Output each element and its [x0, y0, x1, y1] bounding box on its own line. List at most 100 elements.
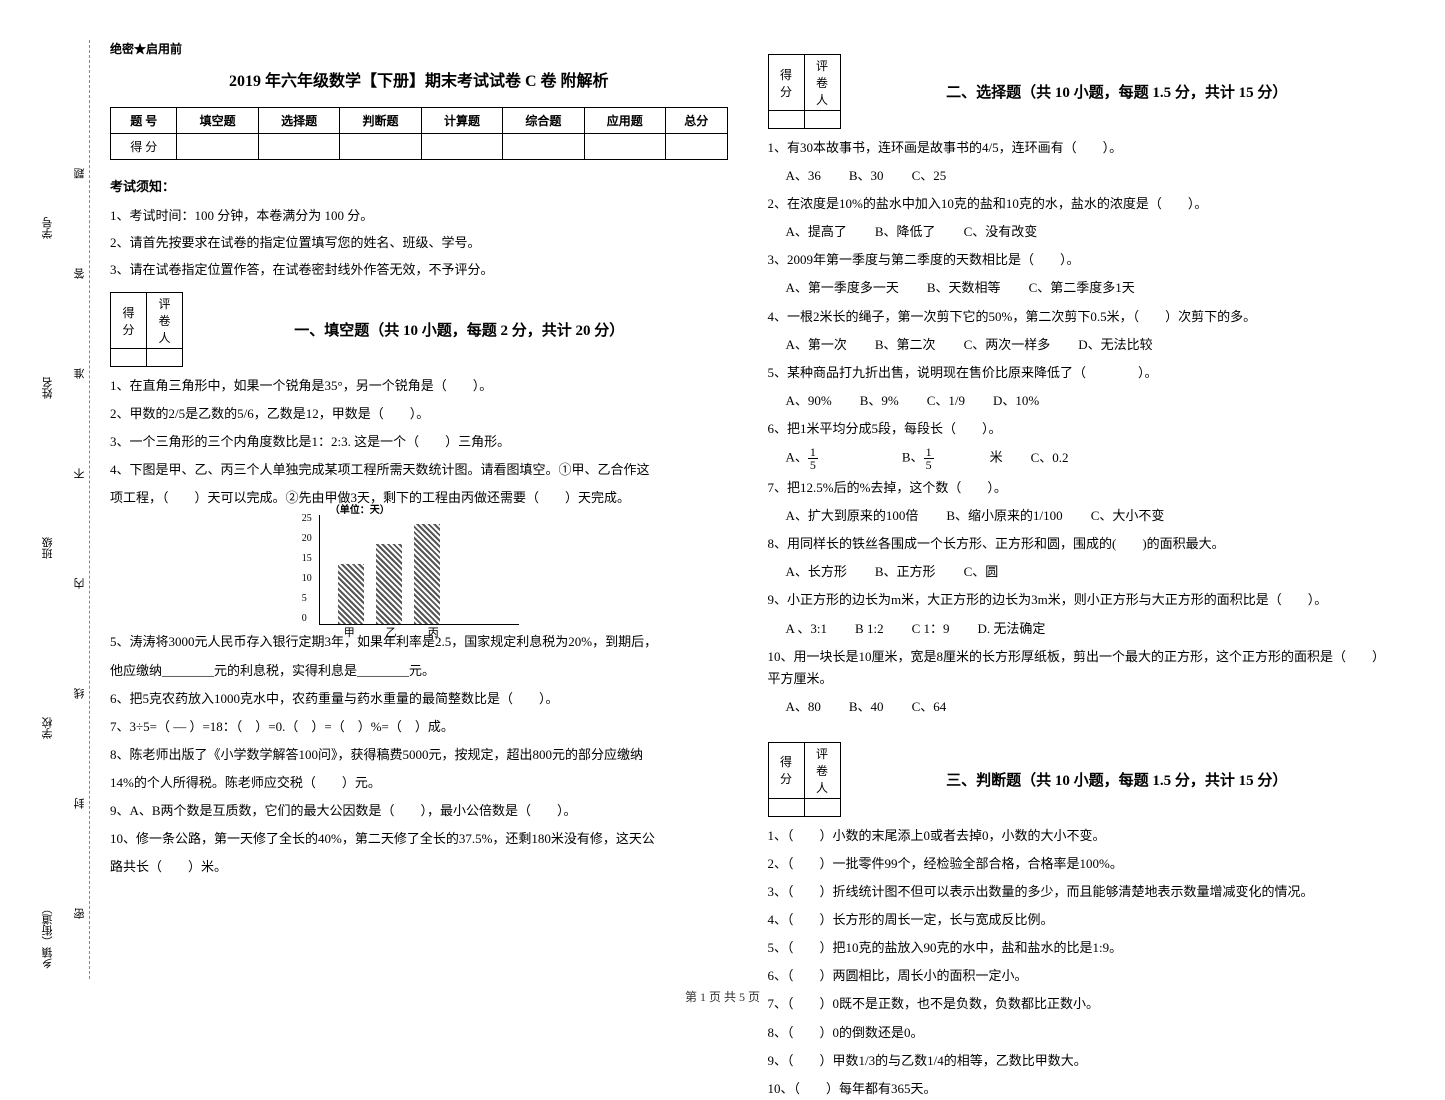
fill-q3: 3、一个三角形的三个内角度数比是1：2:3. 这是一个（ ）三角形。: [110, 431, 728, 453]
score-table: 题 号 填空题 选择题 判断题 计算题 综合题 应用题 总分 得 分: [110, 107, 728, 160]
judge-q: 5、（ ）把10克的盐放入90克的水中，盐和盐水的比是1:9。: [768, 937, 1386, 959]
choice-opts: A 、3:1B 1:2C 1：9D. 无法确定: [786, 618, 1386, 640]
fill-q10a: 10、修一条公路，第一天修了全长的40%，第二天修了全长的37.5%，还剩180…: [110, 828, 728, 850]
opt: A、长方形: [786, 561, 847, 583]
opt: B、天数相等: [927, 277, 1001, 299]
blank-cell[interactable]: [111, 349, 147, 367]
bar-label-2: 丙: [428, 624, 439, 640]
score-row-label: 得 分: [111, 134, 177, 160]
choice-q: 8、用同样长的铁丝各围成一个长方形、正方形和圆，围成的( )的面积最大。: [768, 533, 1386, 555]
choice-q: 9、小正方形的边长为m米，大正方形的边长为3m米，则小正方形与大正方形的面积比是…: [768, 589, 1386, 611]
notice-3: 3、请在试卷指定位置作答，在试卷密封线外作答无效，不予评分。: [110, 259, 728, 278]
opt: B、降低了: [875, 221, 936, 243]
dashed-word-0: 密: [72, 908, 88, 919]
fill-q5a: 5、涛涛将3000元人民币存入银行定期3年，如果年利率是2.5，国家规定利息税为…: [110, 631, 728, 653]
binding-label-3: 姓名: [40, 377, 56, 399]
bar-label-0: 甲: [344, 624, 355, 640]
ytick-25: 25: [302, 513, 312, 524]
judge-title: 三、判断题（共 10 小题，每题 1.5 分，共计 15 分）: [849, 769, 1386, 790]
right-column: 得分评卷人 二、选择题（共 10 小题，每题 1.5 分，共计 15 分） 1、…: [768, 40, 1386, 979]
opt: C、25: [912, 165, 947, 187]
opt: D. 无法确定: [978, 618, 1046, 640]
score-blank[interactable]: [177, 134, 258, 160]
notice-head: 考试须知：: [110, 176, 728, 195]
secret-label: 绝密★启用前: [110, 40, 728, 57]
choice-title: 二、选择题（共 10 小题，每题 1.5 分，共计 15 分）: [849, 81, 1386, 102]
judge-q: 10、（ ）每年都有365天。: [768, 1078, 1386, 1100]
fill-q6: 6、把5克农药放入1000克水中，农药重量与药水重量的最简整数比是（ ）。: [110, 688, 728, 710]
fill-q8b: 14%的个人所得税。陈老师应交税（ ）元。: [110, 772, 728, 794]
left-column: 绝密★启用前 2019 年六年级数学【下册】期末考试试卷 C 卷 附解析 题 号…: [110, 40, 728, 979]
blank-cell[interactable]: [768, 798, 804, 816]
fill-q8a: 8、陈老师出版了《小学数学解答100问》，获得稿费5000元，按规定，超出800…: [110, 744, 728, 766]
bar-jia: [338, 564, 364, 624]
binding-label-0: 乡镇（街道）: [40, 903, 56, 969]
choice-opts: A、80B、40C、64: [786, 696, 1386, 718]
dashed-word-6: 答: [72, 268, 88, 279]
dashed-word-4: 不: [72, 468, 88, 479]
fill-q4a: 4、下图是甲、乙、丙三个人单独完成某项工程所需天数统计图。请看图填空。①甲、乙合…: [110, 459, 728, 481]
opt: B、缩小原来的1/100: [946, 505, 1062, 527]
choice-list: 1、有30本故事书，连环画是故事书的4/5，连环画有（ ）。A、36B、30C、…: [768, 137, 1386, 718]
choice-opts: A、长方形 B、正方形 C、圆: [786, 561, 1386, 583]
judge-q: 3、（ ）折线统计图不但可以表示出数量的多少，而且能够清楚地表示数量增减变化的情…: [768, 881, 1386, 903]
binding-label-2: 班级: [40, 537, 56, 559]
marker-cell: 评卷人: [804, 55, 840, 111]
score-h-3: 判断题: [340, 108, 421, 134]
choice-q: 7、把12.5%后的%去掉，这个数（ ）。: [768, 477, 1386, 499]
blank-cell[interactable]: [147, 349, 183, 367]
page-columns: 绝密★启用前 2019 年六年级数学【下册】期末考试试卷 C 卷 附解析 题 号…: [110, 40, 1385, 979]
judge-q: 8、（ ）0的倒数还是0。: [768, 1022, 1386, 1044]
score-cell: 得分: [111, 293, 147, 349]
score-h-4: 计算题: [421, 108, 502, 134]
fill-q2: 2、甲数的2/5是乙数的5/6，乙数是12，甲数是（ ）。: [110, 403, 728, 425]
opt: C、两次一样多: [964, 334, 1051, 356]
score-blank[interactable]: [584, 134, 665, 160]
blank-cell[interactable]: [804, 111, 840, 129]
score-blank[interactable]: [340, 134, 421, 160]
fill-score-box: 得分评卷人: [110, 292, 183, 367]
score-blank[interactable]: [421, 134, 502, 160]
blank-cell[interactable]: [804, 798, 840, 816]
fill-section-head: 得分评卷人 一、填空题（共 10 小题，每题 2 分，共计 20 分）: [110, 292, 728, 367]
score-cell: 得分: [768, 55, 804, 111]
score-h-1: 填空题: [177, 108, 258, 134]
opt: C、第二季度多1天: [1029, 277, 1135, 299]
bar-label-1: 乙: [386, 624, 397, 640]
blank-cell[interactable]: [768, 111, 804, 129]
score-h-5: 综合题: [503, 108, 584, 134]
choice-opts: A、15B、15米C、0.2: [786, 446, 1386, 471]
score-blank[interactable]: [666, 134, 728, 160]
opt: C、64: [912, 696, 947, 718]
fill-q4b: 项工程，（ ）天可以完成。②先由甲做3天，剩下的工程由丙做还需要（ ）天完成。: [110, 487, 728, 509]
notice-2: 2、请首先按要求在试卷的指定位置填写您的姓名、班级、学号。: [110, 232, 728, 251]
notice-1: 1、考试时间：100 分钟，本卷满分为 100 分。: [110, 205, 728, 224]
choice-opts: A、第一季度多一天B、天数相等C、第二季度多1天: [786, 277, 1386, 299]
choice-opts: A、90%B、9%C、1/9D、10%: [786, 390, 1386, 412]
score-blank[interactable]: [503, 134, 584, 160]
ytick-20: 20: [302, 533, 312, 544]
dashed-word-3: 内: [72, 578, 88, 589]
opt: C、圆: [964, 561, 999, 583]
opt: C 1：9: [912, 618, 950, 640]
judge-q: 9、（ ）甲数1/3的与乙数1/4的相等，乙数比甲数大。: [768, 1050, 1386, 1072]
choice-q: 6、把1米平均分成5段，每段长（ ）。: [768, 418, 1386, 440]
score-blank[interactable]: [258, 134, 339, 160]
fill-q1: 1、在直角三角形中，如果一个锐角是35°，另一个锐角是（ ）。: [110, 375, 728, 397]
dashed-word-5: 准: [72, 368, 88, 379]
dashed-word-1: 封: [72, 798, 88, 809]
judge-section-head: 得分评卷人 三、判断题（共 10 小题，每题 1.5 分，共计 15 分）: [768, 742, 1386, 817]
judge-q: 6、（ ）两圆相比，周长小的面积一定小。: [768, 965, 1386, 987]
opt: B、30: [849, 165, 884, 187]
fill-title: 一、填空题（共 10 小题，每题 2 分，共计 20 分）: [191, 319, 728, 340]
opt: B、正方形: [875, 561, 936, 583]
opt: B、15米: [902, 446, 1003, 471]
opt: A、扩大到原来的100倍: [786, 505, 919, 527]
choice-score-box: 得分评卷人: [768, 54, 841, 129]
opt: A、90%: [786, 390, 832, 412]
dashed-word-7: 题: [72, 168, 88, 179]
bar-bing: [414, 524, 440, 624]
opt: C、1/9: [927, 390, 965, 412]
opt: A、36: [786, 165, 821, 187]
fill-q5b: 他应缴纳________元的利息税，实得利息是________元。: [110, 660, 728, 682]
